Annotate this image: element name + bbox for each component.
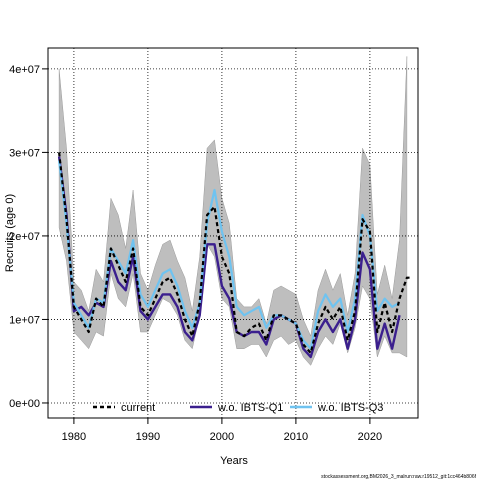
y-axis-title: Recruits (age 0)	[4, 194, 16, 272]
y-axis: 0e+00 1e+07 2e+07 3e+07 4e+07	[9, 64, 48, 410]
x-axis: 1980 1990 2000 2010 2020	[62, 418, 382, 443]
x-tick-label: 2010	[284, 431, 308, 443]
series-line-w-o-ibts-q3	[58, 160, 401, 350]
x-tick-label: 2000	[210, 431, 234, 443]
plot-frame	[47, 47, 419, 419]
legend-label: w.o. IBTS-Q1	[217, 402, 283, 414]
confidence-band	[58, 56, 408, 366]
footer-text: stockassessment.org,BM2026_3_malrun:raw.…	[321, 474, 476, 480]
confidence-band-layer	[58, 56, 408, 366]
series-line-w-o-ibts-q1	[57, 156, 401, 359]
legend: current w.o. IBTS-Q1 w.o. IBTS-Q3	[93, 402, 383, 414]
legend-label: w.o. IBTS-Q3	[317, 402, 383, 414]
series-line-current	[58, 152, 411, 354]
x-axis-title: Years	[220, 455, 248, 467]
x-tick-label: 1990	[136, 431, 160, 443]
y-tick-label: 2e+07	[9, 231, 40, 243]
y-tick-label: 3e+07	[9, 147, 40, 159]
y-tick-label: 4e+07	[9, 64, 40, 76]
x-tick-label: 2020	[358, 431, 382, 443]
legend-label: current	[121, 402, 155, 414]
x-tick-label: 1980	[62, 431, 86, 443]
series-layer	[57, 152, 411, 359]
y-tick-label: 1e+07	[9, 314, 40, 326]
y-tick-label: 0e+00	[9, 398, 40, 410]
